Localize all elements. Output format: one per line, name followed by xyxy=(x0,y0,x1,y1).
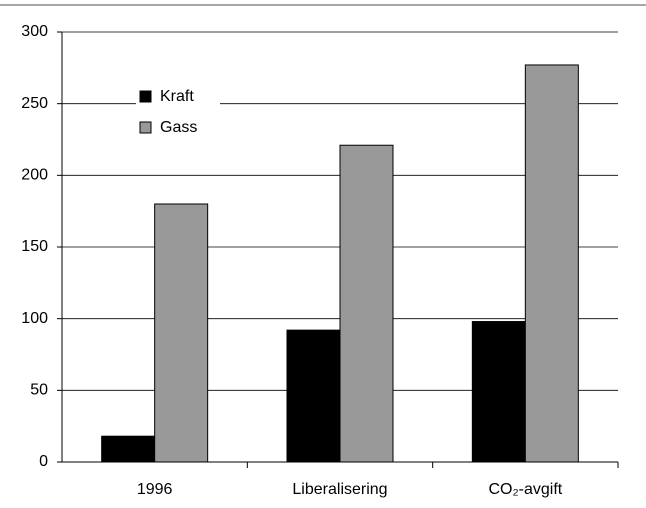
y-tick-label: 100 xyxy=(21,310,48,327)
x-tick-label: Liberalisering xyxy=(292,481,387,498)
bar xyxy=(471,321,526,463)
legend-swatch xyxy=(139,90,152,103)
x-tick-label: CO₂-avgift xyxy=(488,481,562,498)
y-tick-label: 200 xyxy=(21,167,48,184)
bar xyxy=(101,435,156,463)
y-tick-label: 150 xyxy=(21,238,48,255)
bar xyxy=(339,144,394,463)
legend-swatch xyxy=(139,121,152,134)
y-tick-label: 250 xyxy=(21,95,48,112)
y-tick-label: 300 xyxy=(21,23,48,40)
legend-label: Gass xyxy=(160,119,197,136)
bar xyxy=(154,203,209,463)
legend-label: Kraft xyxy=(160,88,194,105)
bar xyxy=(524,64,579,463)
bar xyxy=(286,329,341,463)
y-tick-label: 50 xyxy=(30,382,48,399)
y-tick-label: 0 xyxy=(39,453,48,470)
x-tick-label: 1996 xyxy=(137,481,173,498)
